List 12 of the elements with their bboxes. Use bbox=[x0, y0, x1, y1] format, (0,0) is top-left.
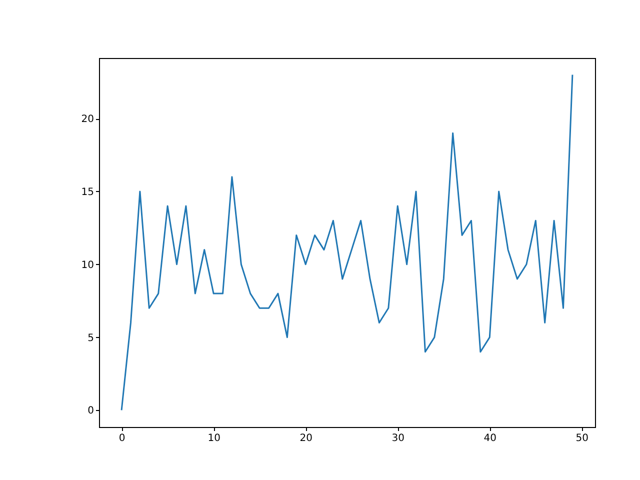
y-tick-label: 15 bbox=[81, 186, 94, 198]
x-tick-label: 10 bbox=[208, 433, 220, 444]
y-tick-label: 0 bbox=[88, 406, 94, 417]
x-tick-label: 30 bbox=[392, 433, 404, 444]
x-tick-label: 40 bbox=[484, 433, 496, 444]
y-tick-label: 20 bbox=[81, 114, 94, 126]
x-tick-label: 0 bbox=[118, 433, 126, 444]
x-tick-label: 20 bbox=[300, 433, 312, 444]
x-tick-label: 50 bbox=[576, 433, 589, 444]
y-tick-label: 10 bbox=[81, 260, 94, 271]
line-series bbox=[120, 74, 574, 411]
y-tick-label: 5 bbox=[88, 332, 94, 344]
